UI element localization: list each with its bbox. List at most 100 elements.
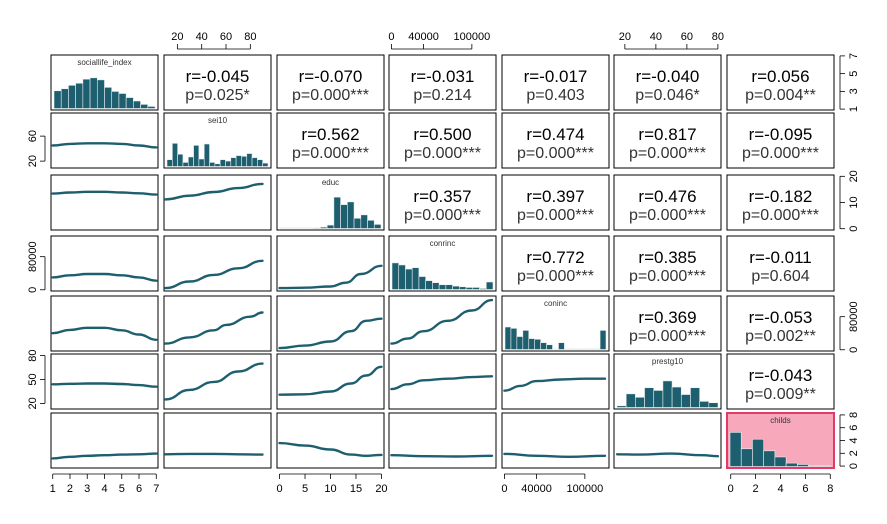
corr-r-sociallife_index-conrinc: r=-0.031 bbox=[411, 67, 475, 86]
corr-p-sociallife_index-prestg10: p=0.046* bbox=[635, 87, 700, 104]
corr-p-coninc-prestg10: p=0.000*** bbox=[629, 328, 706, 345]
smooth-line-conrinc-vs-prestg10 bbox=[390, 375, 494, 391]
tick-label-left-prestg10: 50 bbox=[27, 373, 39, 385]
tick-label-right-childs: 6 bbox=[848, 425, 860, 431]
tick-label-right-childs: 0 bbox=[848, 463, 860, 469]
hist-bar-childs-2 bbox=[752, 438, 764, 467]
corr-p-conrinc-coninc: p=0.000*** bbox=[517, 268, 594, 285]
panel-3-0 bbox=[50, 235, 159, 292]
hist-bar-coninc-9 bbox=[558, 342, 565, 350]
hist-bar-sei10-18 bbox=[262, 162, 269, 167]
tick-label-bottom-childs: 0 bbox=[728, 483, 734, 495]
hist-bar-sei10-9 bbox=[214, 163, 221, 167]
panel-4-0 bbox=[50, 295, 159, 352]
tick-label-top-prestg10: 60 bbox=[681, 31, 693, 43]
hist-bar-coninc-14 bbox=[587, 348, 595, 350]
hist-bar-coninc-15 bbox=[593, 348, 601, 350]
corr-p-sei10-conrinc: p=0.000*** bbox=[404, 145, 481, 162]
corr-r-sociallife_index-prestg10: r=-0.040 bbox=[636, 67, 700, 86]
variable-label-coninc: coninc bbox=[544, 299, 567, 308]
smooth-line-conrinc-vs-childs bbox=[390, 454, 494, 458]
tick-label-right-educ: 20 bbox=[848, 170, 860, 182]
panel-6-4 bbox=[501, 412, 610, 469]
corr-r-prestg10-childs: r=-0.043 bbox=[749, 366, 813, 385]
variable-label-sociallife_index: sociallife_index bbox=[77, 58, 131, 67]
hist-bar-coninc-11 bbox=[570, 348, 577, 350]
panel-0-5 bbox=[613, 54, 722, 111]
panel-4-6 bbox=[726, 295, 835, 352]
hist-bar-sei10-14 bbox=[241, 155, 248, 167]
hist-bar-sei10-16 bbox=[251, 157, 258, 167]
hist-bar-childs-6 bbox=[797, 464, 809, 467]
hist-bar-educ-10 bbox=[347, 201, 355, 229]
hist-bar-sociallife_index-1 bbox=[60, 88, 69, 109]
smooth-line-sei10-vs-educ bbox=[164, 182, 264, 201]
corr-r-sociallife_index-educ: r=-0.070 bbox=[299, 67, 363, 86]
tick-label-top-conrinc: 40000 bbox=[408, 31, 439, 43]
hist-bar-childs-0 bbox=[729, 432, 742, 467]
smooth-line-sociallife_index-vs-coninc bbox=[51, 326, 158, 341]
tick-label-right-childs: 4 bbox=[848, 437, 860, 443]
hist-bar-sei10-0 bbox=[166, 159, 173, 167]
hist-bar-coninc-10 bbox=[564, 348, 571, 350]
hist-bar-prestg10-1 bbox=[625, 393, 636, 408]
hist-bar-educ-14 bbox=[373, 224, 382, 229]
corr-p-sociallife_index-coninc: p=0.403 bbox=[526, 87, 584, 104]
tick-label-bottom-sociallife_index: 5 bbox=[119, 483, 125, 495]
tick-label-right-childs: 8 bbox=[848, 412, 860, 418]
corr-p-conrinc-childs: p=0.604 bbox=[751, 268, 809, 285]
hist-bar-prestg10-0 bbox=[616, 405, 627, 408]
corr-p-sociallife_index-sei10: p=0.025* bbox=[185, 87, 250, 104]
panel-3-5 bbox=[613, 235, 722, 292]
corr-r-educ-childs: r=-0.182 bbox=[749, 187, 813, 206]
hist-bar-prestg10-5 bbox=[662, 380, 673, 408]
hist-bar-sei10-15 bbox=[246, 153, 253, 167]
hist-bar-coninc-4 bbox=[528, 338, 536, 350]
corr-p-sociallife_index-educ: p=0.000*** bbox=[292, 87, 369, 104]
tick-label-bottom-childs: 6 bbox=[802, 483, 808, 495]
corr-r-sociallife_index-sei10: r=-0.045 bbox=[186, 67, 250, 86]
corr-r-coninc-prestg10: r=0.369 bbox=[638, 308, 696, 327]
tick-label-right-childs: 2 bbox=[848, 450, 860, 456]
tick-label-top-sei10: 60 bbox=[220, 31, 232, 43]
corr-r-conrinc-coninc: r=0.772 bbox=[526, 248, 584, 267]
hist-bar-prestg10-7 bbox=[680, 394, 691, 408]
hist-bar-coninc-2 bbox=[516, 336, 524, 350]
hist-bar-educ-8 bbox=[333, 196, 341, 229]
panel-3-4 bbox=[501, 235, 610, 292]
corr-r-sociallife_index-coninc: r=-0.017 bbox=[524, 67, 588, 86]
hist-bar-educ-5 bbox=[313, 227, 321, 229]
hist-bar-sei10-4 bbox=[187, 156, 194, 167]
hist-bar-conrinc-7 bbox=[438, 284, 447, 290]
panel-0-3 bbox=[388, 54, 497, 111]
hist-bar-childs-7 bbox=[808, 465, 821, 467]
hist-bar-educ-1 bbox=[286, 227, 294, 229]
hist-bar-coninc-12 bbox=[575, 348, 583, 350]
panel-1-2 bbox=[276, 112, 385, 169]
smooth-line-conrinc-vs-coninc bbox=[390, 298, 494, 345]
hist-bar-sei10-3 bbox=[182, 162, 189, 167]
tick-label-left-prestg10: 20 bbox=[27, 397, 39, 409]
panel-2-6 bbox=[726, 174, 835, 231]
smooth-line-sociallife_index-vs-prestg10 bbox=[51, 382, 158, 388]
panel-6-3 bbox=[388, 412, 497, 469]
hist-bar-sei10-6 bbox=[198, 158, 205, 167]
tick-label-bottom-educ: 15 bbox=[350, 483, 362, 495]
hist-bar-educ-7 bbox=[326, 224, 335, 229]
hist-bar-coninc-7 bbox=[546, 344, 553, 350]
corr-p-coninc-childs: p=0.002** bbox=[745, 328, 816, 345]
hist-bar-sei10-5 bbox=[193, 145, 200, 167]
tick-label-bottom-educ: 5 bbox=[302, 483, 308, 495]
corr-p-educ-childs: p=0.000*** bbox=[742, 207, 819, 224]
tick-label-bottom-childs: 2 bbox=[753, 483, 759, 495]
hist-bar-conrinc-6 bbox=[432, 282, 440, 290]
corr-p-prestg10-childs: p=0.009** bbox=[745, 386, 816, 403]
panel-0-1 bbox=[163, 54, 272, 111]
hist-bar-sociallife_index-8 bbox=[111, 91, 120, 109]
tick-label-left-prestg10: 80 bbox=[27, 349, 39, 361]
tick-label-right-sociallife_index: 3 bbox=[848, 88, 860, 94]
tick-label-bottom-childs: 4 bbox=[777, 483, 783, 495]
hist-bar-sei10-2 bbox=[177, 153, 184, 167]
smooth-line-sei10-vs-conrinc bbox=[164, 259, 264, 290]
hist-bar-childs-1 bbox=[740, 448, 753, 467]
